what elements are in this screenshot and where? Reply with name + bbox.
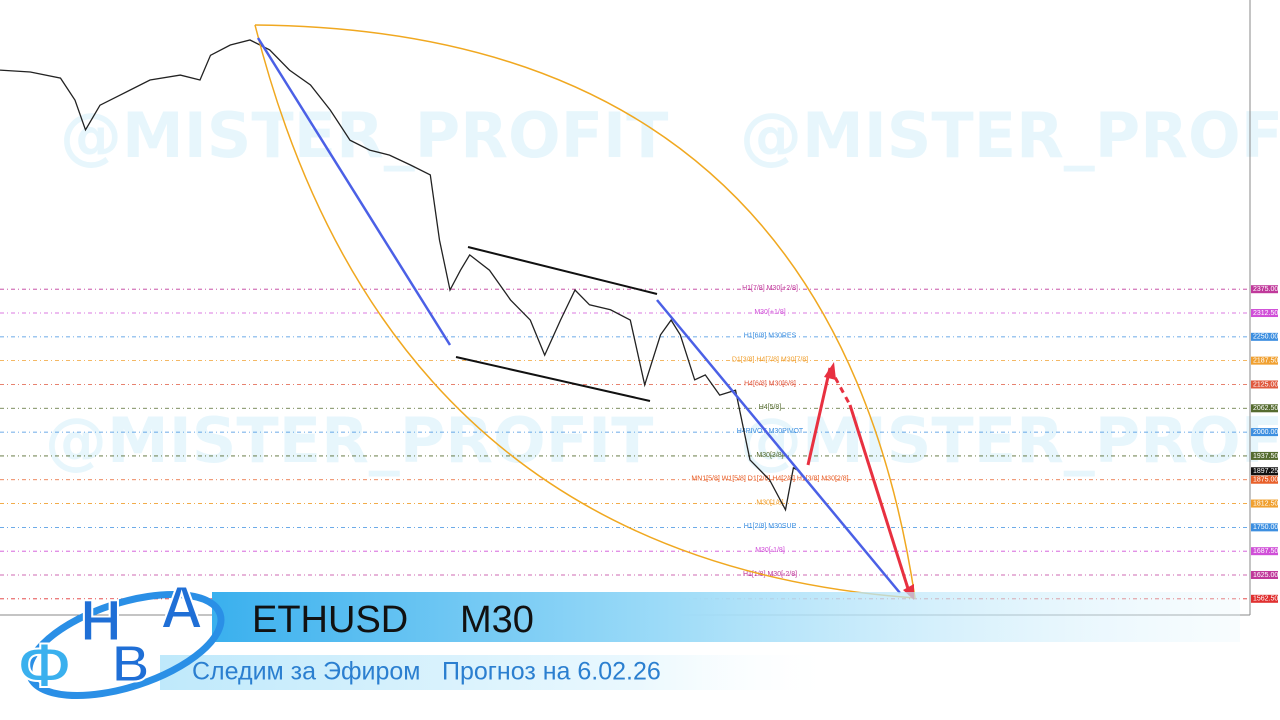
- level-price: 2187.50: [1253, 357, 1278, 364]
- level-price: 1937.50: [1253, 453, 1278, 460]
- level-price: 1625.00: [1253, 572, 1278, 579]
- level-label: H1[1/8] M30[-2/8]: [743, 571, 797, 578]
- level-tag: [1251, 594, 1278, 603]
- current-price-tag: [1251, 467, 1278, 476]
- watermark: @MISTER_PROFIT: [740, 99, 1280, 172]
- level-label: H4PIVOT M30PIVOT: [737, 428, 804, 435]
- logo-letter: Н: [80, 588, 122, 653]
- subtitle: Следим за Эфиром: [192, 658, 421, 686]
- logo-letter: Ф: [18, 631, 71, 700]
- price-line: [0, 39, 801, 512]
- level-price: 2125.00: [1253, 381, 1278, 388]
- level-label: MN1[5/8] W1[5/8] D1[2/8] H4[2/8] H1[3/8]…: [691, 476, 848, 483]
- level-label: M30[+1/8]: [754, 309, 785, 316]
- level-label: H1[2/8] M30SUP: [744, 523, 797, 530]
- watermark: @MISTER_PROFIT: [740, 404, 1280, 477]
- level-label: D1[3/8] H4[7/8] M30[7/8]: [732, 356, 808, 363]
- level-label: M30[-1/8]: [755, 547, 785, 554]
- level-price: 1875.00: [1253, 477, 1278, 484]
- level-label: M30[1/8]: [756, 499, 783, 506]
- level-tag: [1251, 523, 1278, 532]
- level-tag: [1251, 285, 1278, 294]
- level-price: 2312.50: [1253, 310, 1278, 317]
- current-price: 1897.25: [1253, 468, 1278, 475]
- logo-letter: В: [112, 636, 150, 694]
- timeframe: M30: [460, 599, 534, 641]
- watermark: @MISTER_PROFIT: [60, 99, 668, 172]
- level-price: 2062.50: [1253, 405, 1278, 412]
- level-tag: [1251, 380, 1278, 389]
- level-price: 2250.00: [1253, 334, 1278, 341]
- drawings: [254, 24, 916, 600]
- level-tag: [1251, 309, 1278, 318]
- level-label: M30[3/8]: [756, 452, 783, 459]
- level-tag: [1251, 499, 1278, 508]
- level-tag: [1251, 428, 1278, 437]
- level-price: 1687.50: [1253, 548, 1278, 555]
- level-tag: [1251, 475, 1278, 484]
- level-price: 1562.50: [1253, 596, 1278, 603]
- level-label: H4[5/8]: [759, 404, 782, 411]
- level-tag: [1251, 356, 1278, 365]
- symbol: ETHUSD: [252, 599, 408, 641]
- level-label: H1[6/8] M30RES: [744, 333, 797, 340]
- level-tag: [1251, 332, 1278, 341]
- level-tag: [1251, 404, 1278, 413]
- level-price: 2000.00: [1253, 429, 1278, 436]
- level-tag: [1251, 547, 1278, 556]
- level-tag: [1251, 570, 1278, 579]
- forecast: Прогноз на 6.02.26: [442, 658, 661, 686]
- banner: ETHUSD M30 Следим за Эфиром Прогноз на 6…: [17, 573, 1240, 701]
- level-label: H1[7/8] M30[+2/8]: [742, 285, 798, 292]
- watermark: @MISTER_PROFIT: [45, 404, 653, 477]
- level-label: H4[6/8] M30[6/8]: [744, 380, 796, 387]
- level-price: 2375.00: [1253, 286, 1278, 293]
- level-price: 1812.50: [1253, 500, 1278, 507]
- level-price: 1750.00: [1253, 524, 1278, 531]
- level-tag: [1251, 451, 1278, 460]
- logo-letter: А: [160, 574, 203, 641]
